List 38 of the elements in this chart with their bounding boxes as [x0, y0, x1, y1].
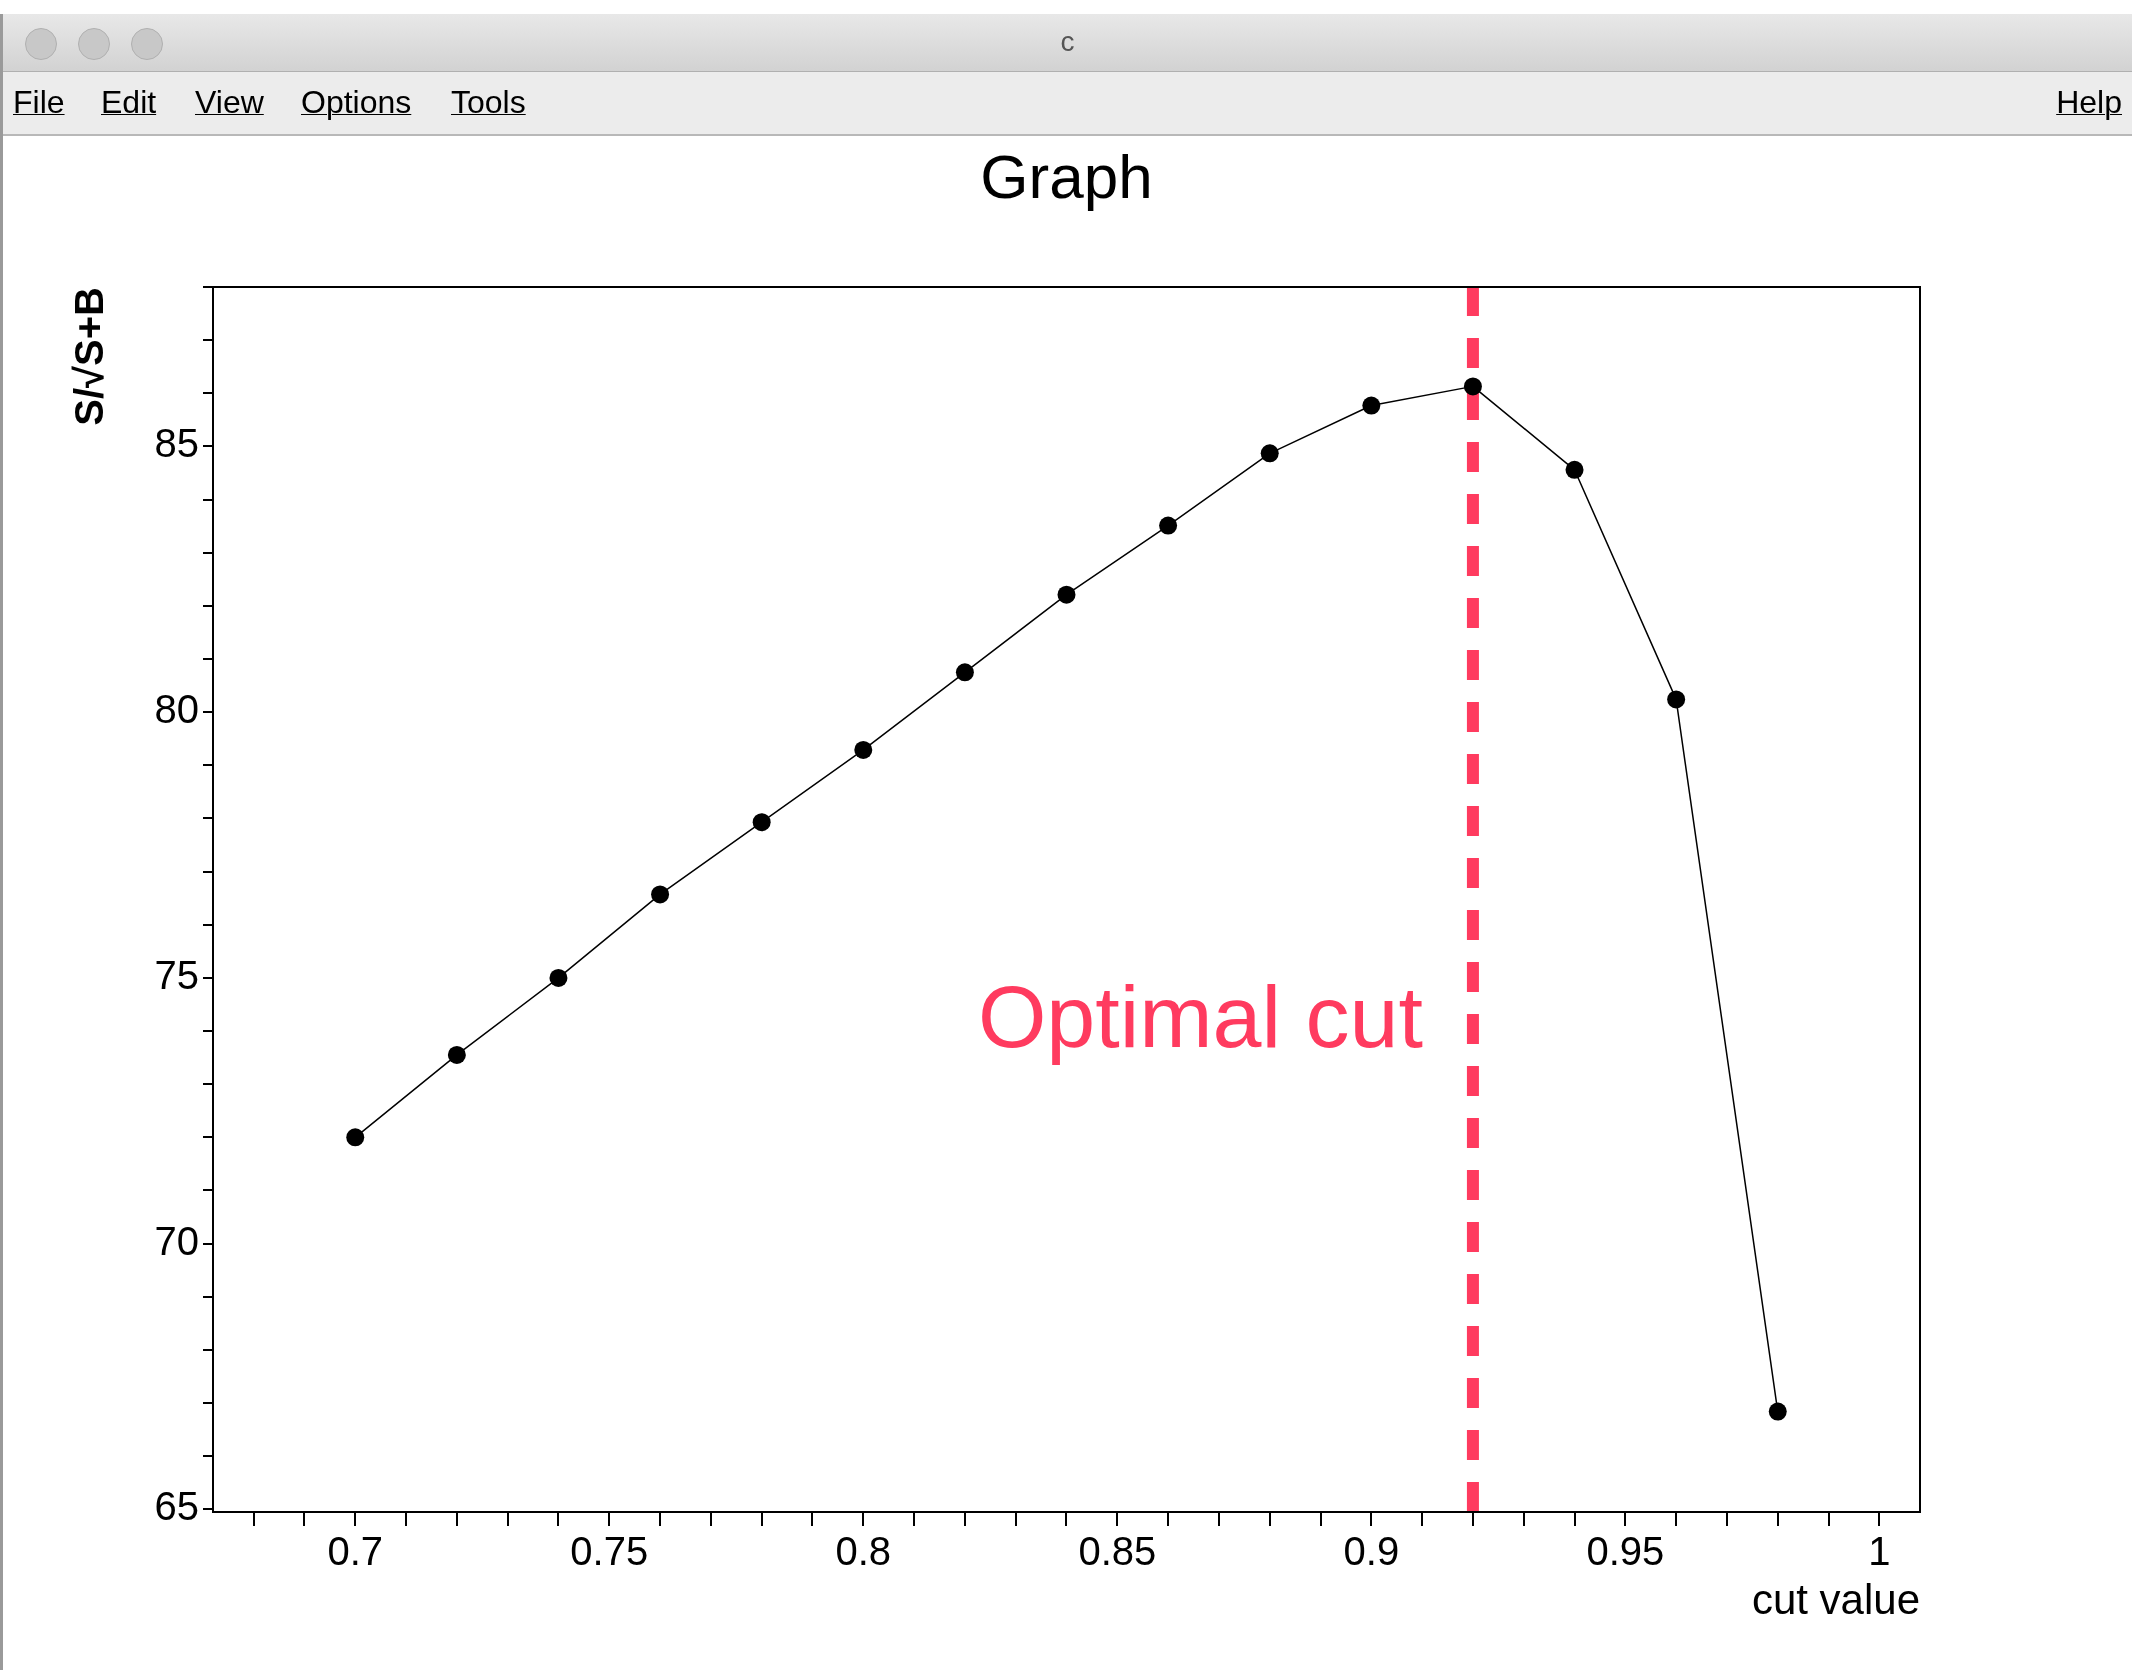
- point: [1768, 1402, 1787, 1421]
- x-tick-label: 0.95: [1586, 1529, 1665, 1574]
- point: [1057, 585, 1076, 604]
- point: [752, 813, 771, 832]
- x-tick-label: 0.75: [570, 1529, 649, 1574]
- x-tick-label: 0.7: [327, 1529, 384, 1574]
- x-tick-label: 0.8: [835, 1529, 892, 1574]
- text: View: [195, 84, 264, 121]
- text: File: [13, 84, 65, 121]
- text: Tools: [451, 84, 526, 121]
- point: [346, 1128, 365, 1147]
- point: [549, 968, 568, 987]
- y-tick-label: 85: [154, 421, 199, 466]
- chart-title: Graph: [980, 142, 1153, 212]
- text: Help: [2056, 84, 2122, 121]
- x-tick-label: 0.9: [1343, 1529, 1400, 1574]
- x-tick-label: 1: [1868, 1529, 1891, 1574]
- point: [1667, 690, 1686, 709]
- point: [955, 663, 974, 682]
- y-tick-label: 65: [154, 1484, 199, 1529]
- text: c: [1059, 26, 1076, 58]
- x-tick-label: 0.85: [1078, 1529, 1157, 1574]
- y-tick-label: 75: [154, 952, 199, 997]
- ref-line-label: Optimal cut: [977, 966, 1423, 1066]
- x-axis-title: cut value: [1751, 1575, 1920, 1623]
- point: [651, 885, 670, 904]
- point: [1159, 516, 1178, 535]
- y-tick-label: 70: [154, 1218, 199, 1263]
- point: [447, 1045, 466, 1064]
- point: [1260, 444, 1279, 463]
- point: [1362, 396, 1381, 415]
- text: Edit: [101, 84, 157, 121]
- point: [854, 740, 873, 759]
- point: [1565, 460, 1584, 479]
- y-axis-title: S/√S+B: [67, 287, 112, 426]
- text: Options: [301, 84, 412, 121]
- y-tick-label: 80: [154, 687, 199, 732]
- point: [1463, 377, 1482, 396]
